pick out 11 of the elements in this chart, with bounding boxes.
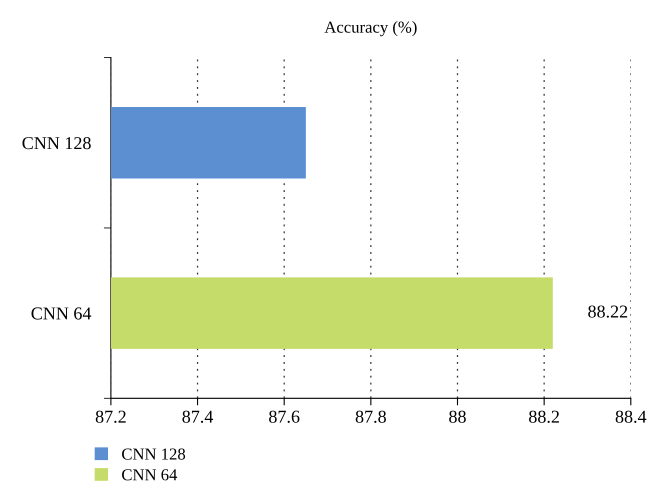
x-tick-label: 87.8 bbox=[356, 410, 386, 423]
x-tick-label: 87.2 bbox=[96, 410, 126, 423]
x-tick-label: 88.2 bbox=[529, 410, 559, 423]
x-tick-label: 87.6 bbox=[269, 410, 300, 423]
legend-label: CNN 128 bbox=[122, 448, 186, 460]
data-label: 88.22 bbox=[588, 305, 628, 318]
x-tick-label: 88.4 bbox=[616, 410, 646, 423]
chart-title: Accuracy (%) bbox=[324, 21, 417, 36]
x-tick-label: 88 bbox=[449, 410, 466, 423]
legend-label: CNN 64 bbox=[122, 469, 178, 480]
x-tick-label: 87.4 bbox=[182, 410, 214, 423]
